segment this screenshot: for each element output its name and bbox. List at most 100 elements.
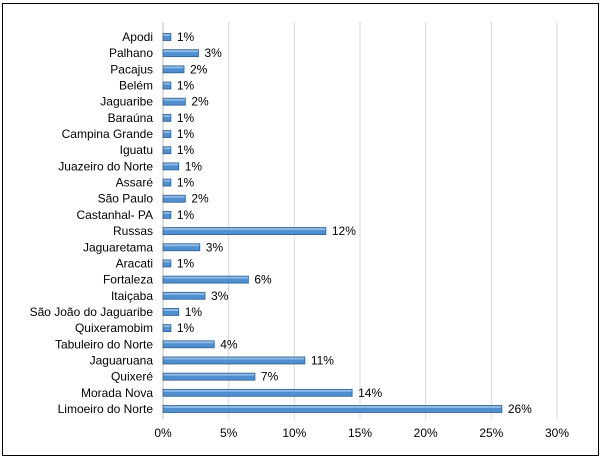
bar (162, 65, 185, 74)
bar-highlight (163, 34, 171, 36)
x-tick-label: 15% (348, 426, 372, 440)
data-label: 1% (177, 321, 195, 335)
bar-highlight (163, 163, 179, 166)
bar (162, 49, 199, 58)
category-label: Belém (119, 79, 153, 93)
category-label: Quixeré (111, 370, 153, 384)
category-label: Campina Grande (62, 127, 154, 141)
data-label: 3% (206, 240, 224, 254)
x-tick-label: 25% (479, 426, 503, 440)
bar-highlight (163, 325, 171, 328)
category-label: Fortaleza (103, 273, 153, 287)
bar (162, 97, 186, 106)
x-tick-label: 20% (414, 426, 438, 440)
bar (162, 291, 206, 300)
bar (162, 227, 327, 235)
category-label: Jaguaruana (90, 353, 154, 367)
bar-highlight (163, 147, 171, 150)
bar-highlight (163, 406, 502, 408)
data-label: 7% (261, 370, 279, 384)
category-label: Assaré (116, 176, 154, 190)
bar-highlight (163, 98, 185, 101)
category-label: Itaiçaba (111, 289, 153, 303)
x-tick-label: 10% (282, 426, 306, 440)
data-label: 2% (191, 95, 209, 109)
bar (162, 130, 172, 138)
category-label: Palhano (109, 46, 153, 60)
data-label: 1% (177, 256, 195, 270)
bar-highlight (163, 276, 248, 279)
category-label: Quixeramobim (75, 321, 153, 335)
bar (162, 243, 201, 252)
data-label: 1% (185, 305, 203, 319)
bar-highlight (163, 228, 326, 231)
bar (162, 388, 353, 397)
data-label: 6% (254, 273, 272, 287)
category-label: Tabuleiro do Norte (55, 337, 153, 351)
bar (162, 81, 172, 90)
category-label: Aracati (116, 256, 153, 270)
bar-highlight (163, 373, 255, 376)
category-label: Baraúna (108, 111, 154, 125)
bar-highlight (163, 308, 179, 311)
category-label: Apodi (122, 30, 153, 44)
category-label: Morada Nova (81, 386, 153, 400)
bar-highlight (163, 341, 214, 344)
data-label: 1% (177, 176, 195, 190)
data-label: 4% (220, 337, 238, 351)
data-label: 1% (177, 143, 195, 157)
bar-highlight (163, 357, 305, 360)
category-label: Juazeiro do Norte (58, 159, 153, 173)
data-label: 14% (358, 386, 382, 400)
bar (162, 340, 215, 349)
bar (162, 275, 249, 284)
bar-highlight (163, 82, 171, 85)
x-tick-label: 30% (545, 426, 569, 440)
bar (162, 33, 172, 41)
data-label: 2% (191, 192, 209, 206)
data-label: 1% (185, 159, 203, 173)
bar (162, 113, 172, 122)
category-label: Pacajus (110, 62, 153, 76)
bar-highlight (163, 66, 184, 69)
bar (162, 405, 503, 413)
bar-highlight (163, 389, 352, 392)
bar (162, 372, 256, 381)
category-label: Iguatu (120, 143, 153, 157)
category-label: Limoeiro do Norte (58, 402, 154, 416)
bar (162, 259, 172, 268)
category-label: São João do Jaguaribe (30, 305, 154, 319)
data-label: 12% (332, 224, 356, 238)
category-label: Jaguaribe (100, 95, 153, 109)
data-label: 1% (177, 111, 195, 125)
bar-highlight (163, 114, 171, 117)
data-label: 2% (190, 62, 208, 76)
bar-highlight (163, 244, 200, 247)
x-tick-label: 0% (154, 426, 172, 440)
bar (162, 146, 172, 155)
bar-highlight (163, 50, 198, 53)
category-label: Russas (113, 224, 153, 238)
data-label: 3% (211, 289, 229, 303)
bar-highlight (163, 195, 185, 198)
data-label: 1% (177, 127, 195, 141)
bar-highlight (163, 131, 171, 134)
data-label: 3% (204, 46, 222, 60)
bar-highlight (163, 211, 171, 214)
bar (162, 194, 186, 203)
bar (162, 324, 172, 333)
data-label: 1% (177, 30, 195, 44)
category-label: Castanhal- PA (77, 208, 153, 222)
bar-highlight (163, 179, 171, 182)
category-label: São Paulo (98, 192, 154, 206)
bar (162, 356, 306, 365)
bar-highlight (163, 260, 171, 263)
data-label: 1% (177, 208, 195, 222)
data-label: 1% (177, 79, 195, 93)
bar (162, 162, 180, 171)
bar (162, 211, 172, 219)
x-tick-label: 5% (220, 426, 238, 440)
bar (162, 178, 172, 187)
data-label: 26% (508, 402, 532, 416)
